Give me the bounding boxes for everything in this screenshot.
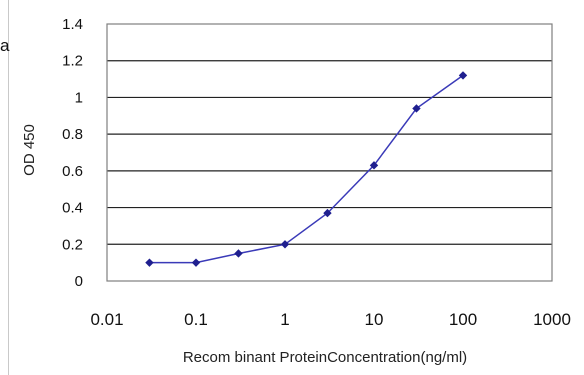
x-tick-labels: 0.01 0.1 1 10 100 1000 bbox=[90, 310, 570, 329]
gridlines bbox=[107, 60, 552, 245]
y-axis-label: OD 450 bbox=[21, 124, 38, 176]
y-tick-label: 0.8 bbox=[62, 126, 83, 143]
x-tick-label: 10 bbox=[365, 310, 384, 329]
x-tick-label: 0.01 bbox=[90, 310, 123, 329]
data-point bbox=[280, 240, 290, 249]
data-markers bbox=[145, 71, 468, 267]
y-tick-labels: 0 0.2 0.4 0.6 0.8 1 1.2 1.4 bbox=[62, 16, 83, 290]
series-line bbox=[149, 74, 464, 264]
y-tick-label: 1.4 bbox=[62, 16, 83, 33]
data-point bbox=[458, 71, 468, 80]
panel-letter: a bbox=[0, 36, 10, 55]
plot-area bbox=[106, 23, 553, 282]
x-tick-label: 100 bbox=[449, 310, 477, 329]
x-axis-label: Recom binant ProteinConcentration(ng/ml) bbox=[183, 349, 467, 366]
y-tick-label: 0 bbox=[75, 273, 83, 290]
y-tick-label: 0.4 bbox=[62, 200, 83, 217]
data-point bbox=[234, 249, 243, 258]
data-point bbox=[369, 161, 379, 170]
y-tick-label: 0.2 bbox=[62, 236, 83, 253]
y-tick-label: 1.2 bbox=[62, 53, 83, 70]
y-tick-label: 1 bbox=[75, 89, 83, 106]
data-point bbox=[191, 258, 201, 267]
y-tick-label: 0.6 bbox=[62, 163, 83, 180]
data-point bbox=[145, 258, 154, 267]
data-point bbox=[412, 104, 421, 113]
x-tick-label: 0.1 bbox=[184, 310, 208, 329]
data-point bbox=[323, 208, 332, 218]
x-tick-label: 1000 bbox=[533, 310, 571, 329]
x-tick-label: 1 bbox=[280, 310, 289, 329]
frame-border bbox=[8, 0, 9, 375]
